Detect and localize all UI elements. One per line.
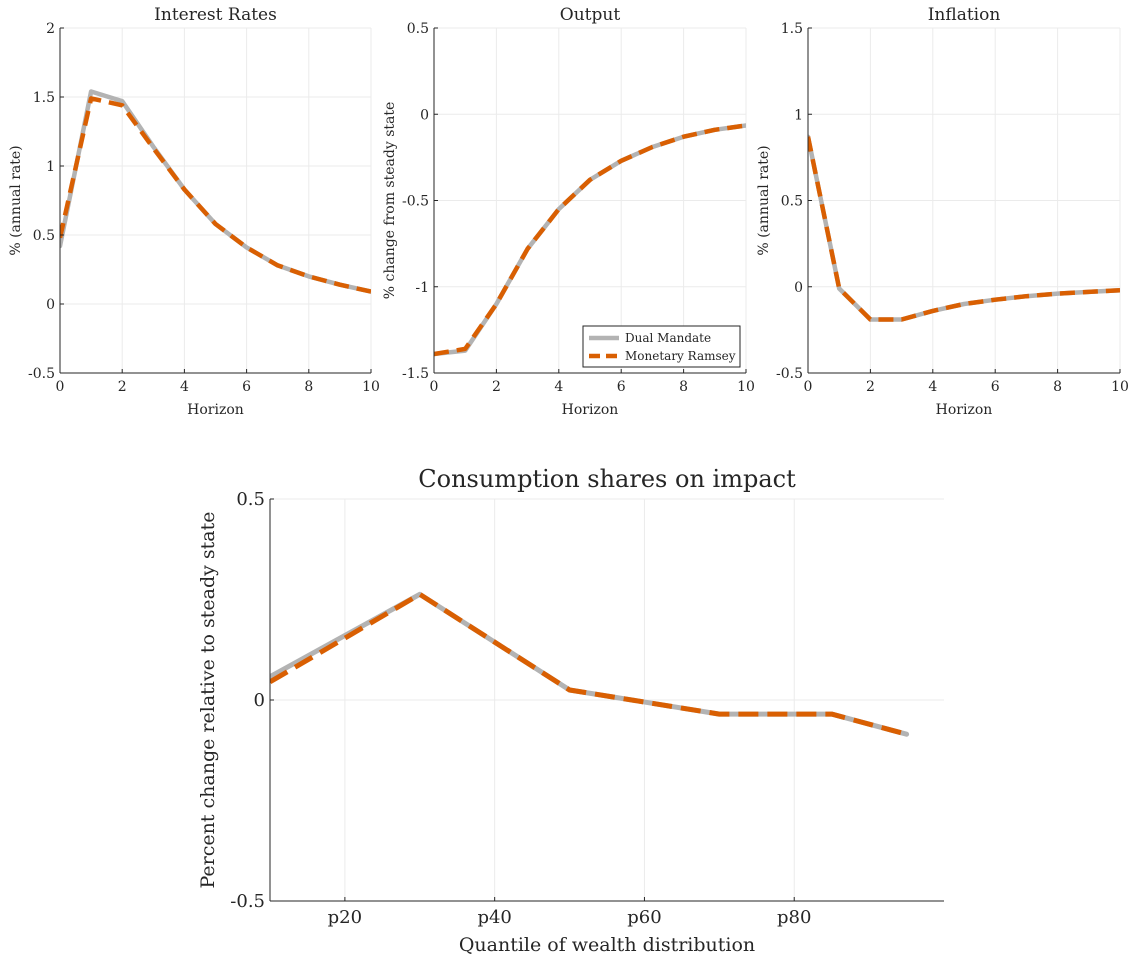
x-tick-label: 8	[1053, 379, 1062, 395]
y-tick-label: 0.5	[781, 194, 803, 210]
y-tick-label: 1.5	[33, 90, 55, 106]
y-axis-label: % change from steady state	[382, 102, 398, 300]
chart-2: 0 2 4 6 8 10 -1.5 -1 -0.5 0 0.5 Output Horizon % chan…	[382, 5, 755, 418]
legend-label: Dual Mandate	[625, 331, 711, 345]
x-axis-label: Quantile of wealth distribution	[459, 934, 755, 956]
y-tick-label: 2	[46, 21, 55, 37]
x-tick-label: p80	[777, 907, 811, 928]
y-axis-label: Percent change relative to steady state	[197, 511, 219, 888]
y-tick-label: -0.5	[28, 366, 55, 382]
x-axis-label: Horizon	[187, 402, 244, 418]
y-tick-label: 1.5	[781, 21, 803, 37]
x-tick-label: 4	[180, 379, 189, 395]
y-tick-label: -0.5	[230, 891, 265, 912]
y-tick-label: 0	[46, 297, 55, 313]
y-tick-label: 0	[254, 690, 265, 711]
x-tick-label: 10	[1111, 379, 1129, 395]
series-line-monetary-ramsey	[60, 96, 371, 294]
legend-label: Monetary Ramsey	[625, 349, 736, 363]
x-tick-label: 2	[118, 379, 127, 395]
x-tick-label: 4	[554, 379, 563, 395]
series-line-dual-mandate	[60, 89, 371, 294]
x-tick-label: 6	[617, 379, 626, 395]
x-tick-label: p60	[627, 907, 661, 928]
chart-4: p20 p40 p60 p80 -0.5 0 0.5 Consumption shares o…	[197, 465, 944, 956]
y-tick-label: 1	[794, 107, 803, 123]
series-line-monetary-ramsey	[808, 136, 1120, 322]
chart-title: Inflation	[928, 5, 1001, 25]
x-tick-label: 6	[242, 379, 251, 395]
x-tick-label: 10	[737, 379, 755, 395]
x-tick-label: 0	[430, 379, 439, 395]
x-tick-label: 2	[866, 379, 875, 395]
x-tick-label: 2	[492, 379, 501, 395]
series-line-dual-mandate	[434, 123, 746, 357]
x-tick-label: 8	[304, 379, 313, 395]
y-tick-label: 0.5	[33, 228, 55, 244]
chart-title: Interest Rates	[154, 5, 277, 25]
x-tick-label: 0	[804, 379, 813, 395]
x-axis-label: Horizon	[562, 402, 619, 418]
y-tick-label: -0.5	[776, 366, 803, 382]
y-tick-label: -1	[415, 280, 429, 296]
x-tick-label: 10	[362, 379, 380, 395]
x-tick-label: 4	[928, 379, 937, 395]
y-tick-label: 0.5	[236, 489, 265, 510]
chart-title: Output	[560, 5, 621, 25]
x-tick-label: 6	[991, 379, 1000, 395]
chart-title: Consumption shares on impact	[418, 465, 796, 493]
x-tick-label: 8	[679, 379, 688, 395]
y-axis-label: % (annual rate)	[756, 145, 772, 255]
y-tick-label: 0	[420, 107, 429, 123]
legend: Dual Mandate Monetary Ramsey	[582, 325, 741, 368]
x-tick-label: 0	[56, 379, 65, 395]
y-axis-label: % (annual rate)	[8, 145, 24, 255]
legend-box	[582, 325, 741, 368]
y-tick-label: 1	[46, 159, 55, 175]
series-line-monetary-ramsey	[270, 591, 908, 737]
y-tick-label: 0	[794, 280, 803, 296]
series-line-monetary-ramsey	[434, 123, 746, 357]
x-tick-label: p20	[328, 907, 362, 928]
y-tick-label: 0.5	[407, 21, 429, 37]
y-tick-label: -0.5	[402, 194, 429, 210]
x-tick-label: p40	[477, 907, 511, 928]
y-tick-label: -1.5	[402, 366, 429, 382]
x-axis-label: Horizon	[936, 402, 993, 418]
